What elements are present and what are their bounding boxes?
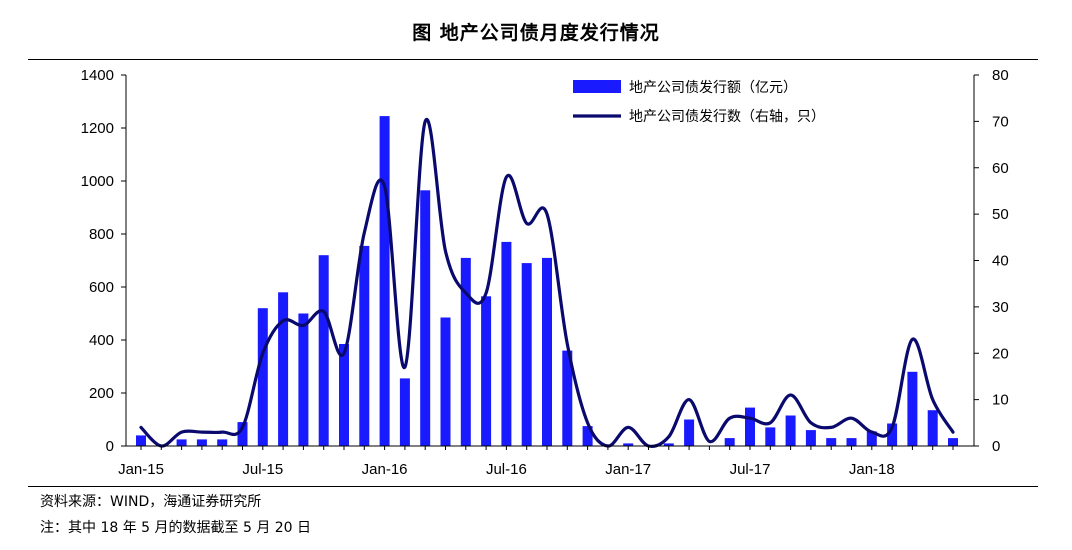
- y-left-tick-label: 400: [89, 332, 114, 349]
- bar-2016-11: [582, 426, 593, 446]
- x-tick-label: Jan-15: [118, 461, 164, 478]
- chart-title: 图 地产公司债月度发行情况: [412, 22, 660, 44]
- top-rule: [28, 59, 1038, 60]
- bar-2017-08: [765, 427, 776, 446]
- y-right-tick-label: 60: [992, 160, 1009, 177]
- y-left-tick-label: 200: [89, 385, 114, 402]
- y-right-tick-label: 80: [992, 67, 1009, 84]
- bar-2017-11: [826, 438, 837, 446]
- bar-2018-05: [948, 438, 958, 446]
- bar-2017-04: [684, 419, 695, 446]
- bar-2015-11: [339, 344, 349, 446]
- y-right-tick-label: 70: [992, 113, 1009, 130]
- y-right-tick-label: 30: [992, 299, 1009, 316]
- bar-2018-04: [927, 410, 938, 446]
- x-tick-label: Jan-16: [362, 461, 408, 478]
- bar-2017-12: [846, 438, 857, 446]
- y-left-tick-label: 600: [89, 279, 114, 296]
- y-left-tick-label: 0: [106, 438, 114, 455]
- y-right-tick-label: 20: [992, 345, 1009, 362]
- x-tick-label: Jul-17: [730, 461, 771, 478]
- x-tick-label: Jul-16: [486, 461, 527, 478]
- source-note: 资料来源：WIND，海通证券研究所: [40, 494, 262, 510]
- bar-2015-03: [176, 439, 187, 446]
- bar-2015-08: [278, 292, 289, 446]
- y-left-tick-label: 1200: [81, 120, 114, 137]
- bar-2016-09: [542, 257, 552, 446]
- y-right-tick-label: 0: [992, 438, 1000, 455]
- bar-2015-09: [298, 313, 309, 446]
- x-tick-label: Jul-15: [242, 461, 283, 478]
- bar-2015-01: [136, 435, 146, 446]
- legend-line-label: 地产公司债发行数（右轴，只）: [629, 109, 825, 125]
- bar-2016-08: [521, 263, 532, 446]
- bar-2015-07: [257, 308, 268, 446]
- y-right-tick-label: 40: [992, 253, 1009, 270]
- y-right-tick-label: 10: [992, 392, 1009, 409]
- bar-2018-02: [887, 423, 898, 446]
- bar-2017-01: [623, 443, 634, 446]
- bar-2015-05: [217, 439, 228, 446]
- legend-bar-swatch: [573, 80, 621, 93]
- bar-series: [136, 116, 958, 446]
- axes: 0 200 400 600 800 1000 1200 1400 0 10 20 30 40 50 60 70…: [81, 67, 1009, 478]
- bar-2016-04: [440, 317, 451, 446]
- y-right-tick-label: 50: [992, 206, 1009, 223]
- y-left-tick-label: 1400: [81, 67, 114, 84]
- bar-2017-10: [805, 430, 816, 446]
- bar-2017-07: [745, 407, 755, 446]
- y-left-tick-label: 800: [89, 226, 114, 243]
- bar-2016-10: [562, 350, 573, 446]
- bar-2015-12: [359, 245, 370, 446]
- bar-2017-09: [785, 415, 796, 446]
- footnote: 注：其中 18 年 5 月的数据截至 5 月 20 日: [40, 520, 312, 536]
- legend: 地产公司债发行额（亿元） 地产公司债发行数（右轴，只）: [573, 80, 825, 125]
- bar-2015-10: [318, 255, 329, 446]
- bar-2016-02: [399, 378, 410, 446]
- bar-2016-05: [460, 257, 471, 446]
- count-line: [139, 117, 955, 448]
- bar-2015-04: [196, 439, 207, 446]
- bar-2015-06: [237, 422, 248, 446]
- bar-2016-01: [379, 116, 390, 446]
- legend-bar-label: 地产公司债发行额（亿元）: [629, 80, 797, 96]
- x-tick-label: Jan-17: [605, 461, 651, 478]
- bar-2016-07: [501, 241, 512, 446]
- bar-2018-03: [907, 371, 918, 446]
- bar-2018-01: [866, 431, 877, 446]
- bar-2016-03: [420, 190, 431, 446]
- y-left-tick-label: 1000: [81, 173, 114, 190]
- combo-chart: 0 200 400 600 800 1000 1200 1400 0 10 20 30 40 50 60 70…: [81, 67, 1009, 478]
- bar-2016-06: [481, 296, 492, 446]
- line-series: [139, 117, 955, 448]
- bar-2017-03: [663, 443, 674, 446]
- bottom-rule: [28, 486, 1038, 487]
- bar-2017-06: [724, 438, 735, 446]
- x-tick-label: Jan-18: [849, 461, 895, 478]
